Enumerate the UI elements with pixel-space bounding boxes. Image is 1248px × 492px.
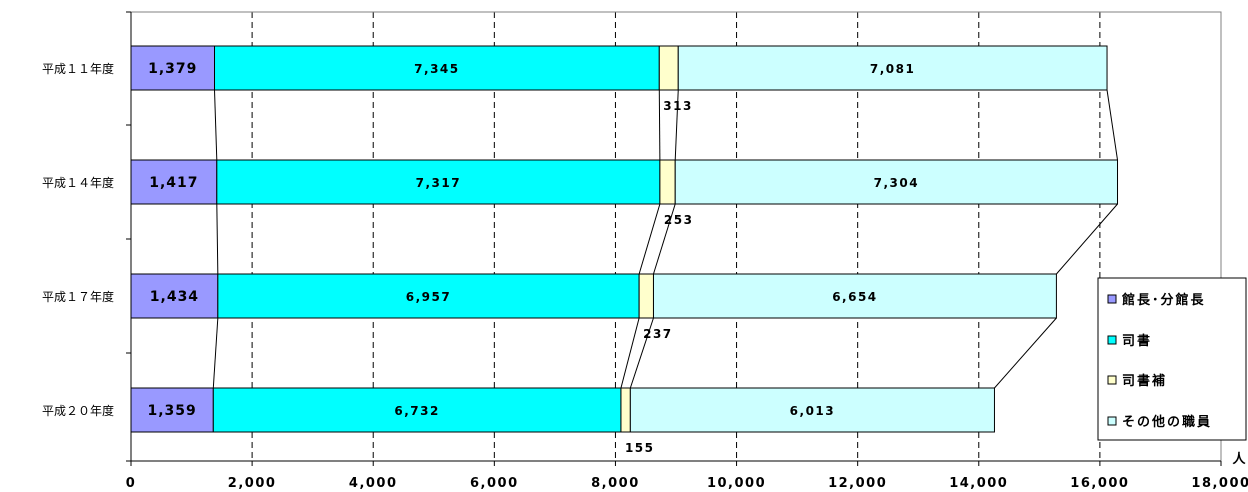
bar-1-series-3 — [674, 159, 1119, 205]
series-line-2-2 — [620, 317, 640, 389]
bar-1-series-1 — [216, 159, 661, 205]
x-tick-label-2: 4,000 — [349, 476, 398, 491]
data-label-2-2: 237 — [643, 327, 673, 341]
legend-swatch-1 — [1107, 335, 1117, 345]
series-line-0-1 — [214, 89, 218, 161]
bar-2-series-1 — [217, 273, 640, 319]
bar-3-series-3 — [629, 387, 995, 433]
legend-label-3: その他の職員 — [1122, 414, 1212, 430]
legend-swatch-2 — [1107, 375, 1117, 385]
data-label-2-0: 1,434 — [150, 289, 199, 305]
data-label-2-3: 6,654 — [832, 290, 877, 304]
category-label-2: 平成１７年度 — [42, 289, 114, 304]
x-tick-label-7: 14,000 — [949, 476, 1008, 491]
bar-3-series-2 — [620, 387, 631, 433]
legend-label-0: 館長･分館長 — [1122, 292, 1206, 308]
data-label-3-1: 6,732 — [394, 404, 439, 418]
data-label-3-0: 1,359 — [147, 403, 196, 419]
x-tick-label-6: 12,000 — [828, 476, 887, 491]
category-label-1: 平成１４年度 — [42, 175, 114, 190]
legend-swatch-3 — [1107, 416, 1117, 426]
axes: 0 2,000 4,000 6,000 8,000 10,000 12,000 14,000 1… — [42, 11, 1248, 491]
bar-0-series-1 — [214, 45, 660, 91]
data-label-2-1: 6,957 — [406, 290, 451, 304]
series-line-0-2 — [658, 89, 661, 161]
legend-box — [1097, 277, 1247, 441]
bar-2-series-3 — [652, 273, 1057, 319]
series-connector-lines — [212, 89, 1119, 389]
data-label-3-3: 6,013 — [790, 404, 835, 418]
x-tick-label-4: 8,000 — [591, 476, 640, 491]
category-label-3: 平成２０年度 — [42, 403, 114, 418]
series-line-2-4 — [994, 317, 1057, 389]
data-label-1-1: 7,317 — [416, 176, 461, 190]
series-line-0-3 — [674, 89, 679, 161]
series-line-2-1 — [212, 317, 219, 389]
data-label-0-2: 313 — [663, 99, 693, 113]
bars: 1,379 7,345 313 7,081 1,417 7,317 253 7,304 1,43… — [130, 45, 1119, 455]
series-line-1-1 — [216, 203, 219, 275]
x-tick-label-1: 2,000 — [228, 476, 277, 491]
data-label-0-0: 1,379 — [148, 61, 197, 77]
series-line-1-4 — [1056, 203, 1118, 275]
x-tick-label-3: 6,000 — [470, 476, 519, 491]
data-label-1-3: 7,304 — [874, 176, 919, 190]
legend-label-1: 司書 — [1122, 333, 1152, 349]
category-label-0: 平成１１年度 — [42, 61, 114, 76]
x-tick-label-9: 18,000 — [1191, 476, 1248, 491]
x-tick-label-0: 0 — [126, 476, 137, 491]
x-tick-label-8: 16,000 — [1070, 476, 1129, 491]
x-tick-label-5: 10,000 — [707, 476, 766, 491]
series-line-0-4 — [1106, 89, 1119, 161]
series-line-1-2 — [638, 203, 661, 275]
data-label-1-0: 1,417 — [149, 175, 198, 191]
bar-2-series-2 — [638, 273, 654, 319]
bar-0-series-3 — [677, 45, 1108, 91]
bar-3-series-0 — [130, 387, 214, 433]
data-label-3-2: 155 — [625, 441, 655, 455]
series-line-1-3 — [652, 203, 676, 275]
legend-swatch-0 — [1107, 294, 1117, 304]
bar-1-series-0 — [130, 159, 218, 205]
x-unit-label: 人 — [1232, 451, 1246, 467]
series-line-2-3 — [629, 317, 654, 389]
bar-2-series-0 — [130, 273, 219, 319]
data-label-1-2: 253 — [664, 213, 694, 227]
data-label-0-1: 7,345 — [414, 62, 459, 76]
legend-label-2: 司書補 — [1122, 373, 1167, 389]
bar-1-series-2 — [659, 159, 676, 205]
data-label-0-3: 7,081 — [870, 62, 915, 76]
bar-0-series-2 — [658, 45, 679, 91]
